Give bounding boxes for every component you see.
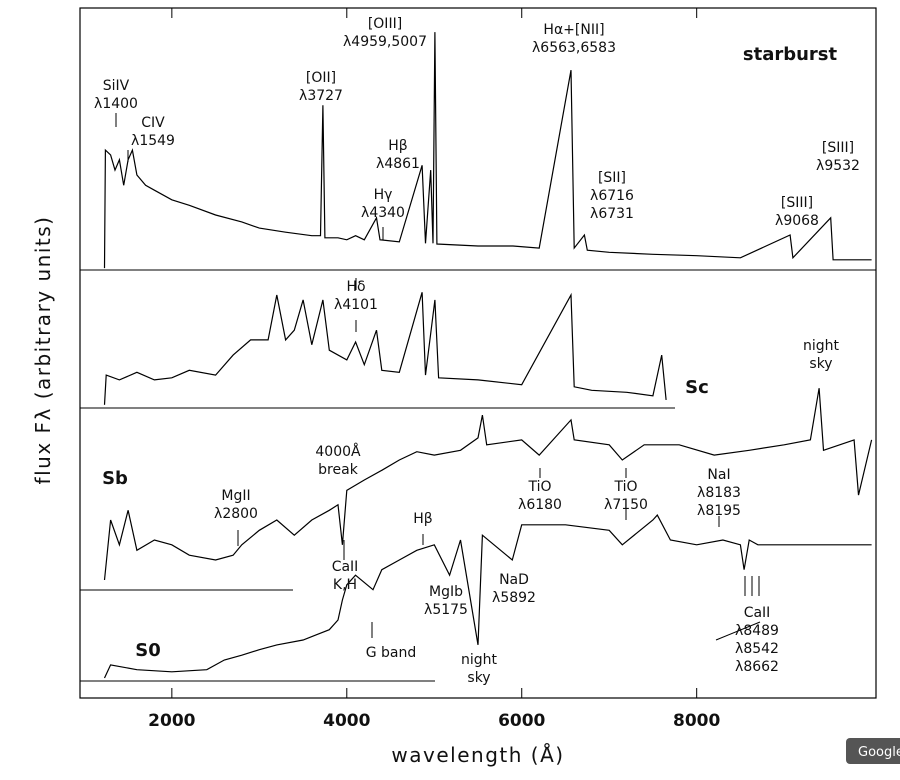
annotation: λ8195: [697, 503, 741, 519]
annotation: CaII: [332, 559, 359, 575]
spectrum-line: [103, 388, 873, 581]
overlay-button-label[interactable]: Google: [858, 745, 900, 760]
annotation: CaII: [744, 605, 771, 621]
annotation: [SIII]: [781, 195, 813, 211]
annotation: λ6731: [590, 206, 634, 222]
annotation: λ8489: [735, 623, 779, 639]
annotation: λ6180: [518, 497, 562, 513]
annotation: λ4101: [334, 297, 378, 313]
overlay-button[interactable]: [846, 738, 900, 764]
annotation: λ2800: [214, 506, 258, 522]
annotation: λ8662: [735, 659, 779, 675]
spectrum-line: [103, 514, 872, 679]
plot-frame: [79, 7, 877, 699]
annotation: λ4959,5007: [343, 34, 427, 50]
x-tick-label: 2000: [148, 711, 195, 731]
annotation: sky: [467, 670, 490, 686]
annotation: MgIb: [429, 584, 463, 600]
annotation: Hα+[NII]: [543, 22, 604, 38]
annotation: K,H: [333, 577, 357, 593]
annotation: TiO: [527, 479, 551, 495]
annotation: Hβ: [413, 511, 432, 527]
x-tick-label: 8000: [673, 711, 720, 731]
annotation: λ8183: [697, 485, 741, 501]
series-label: Sb: [102, 468, 128, 489]
annotation: λ6716: [590, 188, 634, 204]
annotation: λ3727: [299, 88, 343, 104]
annotation: λ4861: [376, 156, 420, 172]
annotation: 4000Å: [315, 443, 361, 460]
spectrum-line: [103, 32, 872, 269]
series-label: S0: [135, 640, 161, 661]
annotation: MgII: [221, 488, 250, 504]
overlay[interactable]: Google: [846, 738, 900, 764]
annotation: [SIII]: [822, 140, 854, 156]
x-tick-label: 4000: [323, 711, 370, 731]
annotation: λ1400: [94, 96, 138, 112]
series-label: Sc: [685, 377, 709, 398]
annotation: [SII]: [598, 170, 626, 186]
annotation: λ7150: [604, 497, 648, 513]
annotation: λ4340: [361, 205, 405, 221]
spectrum-line: [103, 292, 667, 405]
annotation: λ9068: [775, 213, 819, 229]
annotation: night: [803, 338, 840, 354]
annotation: CIV: [141, 115, 165, 131]
annotation: NaD: [499, 572, 529, 588]
annotation: G band: [366, 645, 417, 661]
annotation: λ8542: [735, 641, 779, 657]
y-axis-label: flux Fλ (arbitrary units): [31, 216, 55, 485]
annotation: λ5892: [492, 590, 536, 606]
x-axis-label: wavelength (Å): [391, 743, 564, 767]
annotation: [OIII]: [368, 16, 402, 32]
annotation: NaI: [707, 467, 730, 483]
x-tick-label: 6000: [498, 711, 545, 731]
annotation: Hγ: [374, 187, 393, 203]
strike-line: [715, 621, 761, 641]
annotation: Hβ: [388, 138, 407, 154]
annotation: break: [318, 462, 359, 478]
annotation: λ1549: [131, 133, 175, 149]
annotation: SiIV: [103, 78, 130, 94]
annotation: [OII]: [306, 70, 336, 86]
series-label: starburst: [743, 44, 838, 65]
annotation: night: [461, 652, 498, 668]
annotation: λ6563,6583: [532, 40, 616, 56]
annotation: sky: [809, 356, 832, 372]
annotation: λ9532: [816, 158, 860, 174]
annotation: TiO: [613, 479, 637, 495]
annotation: λ5175: [424, 602, 468, 618]
